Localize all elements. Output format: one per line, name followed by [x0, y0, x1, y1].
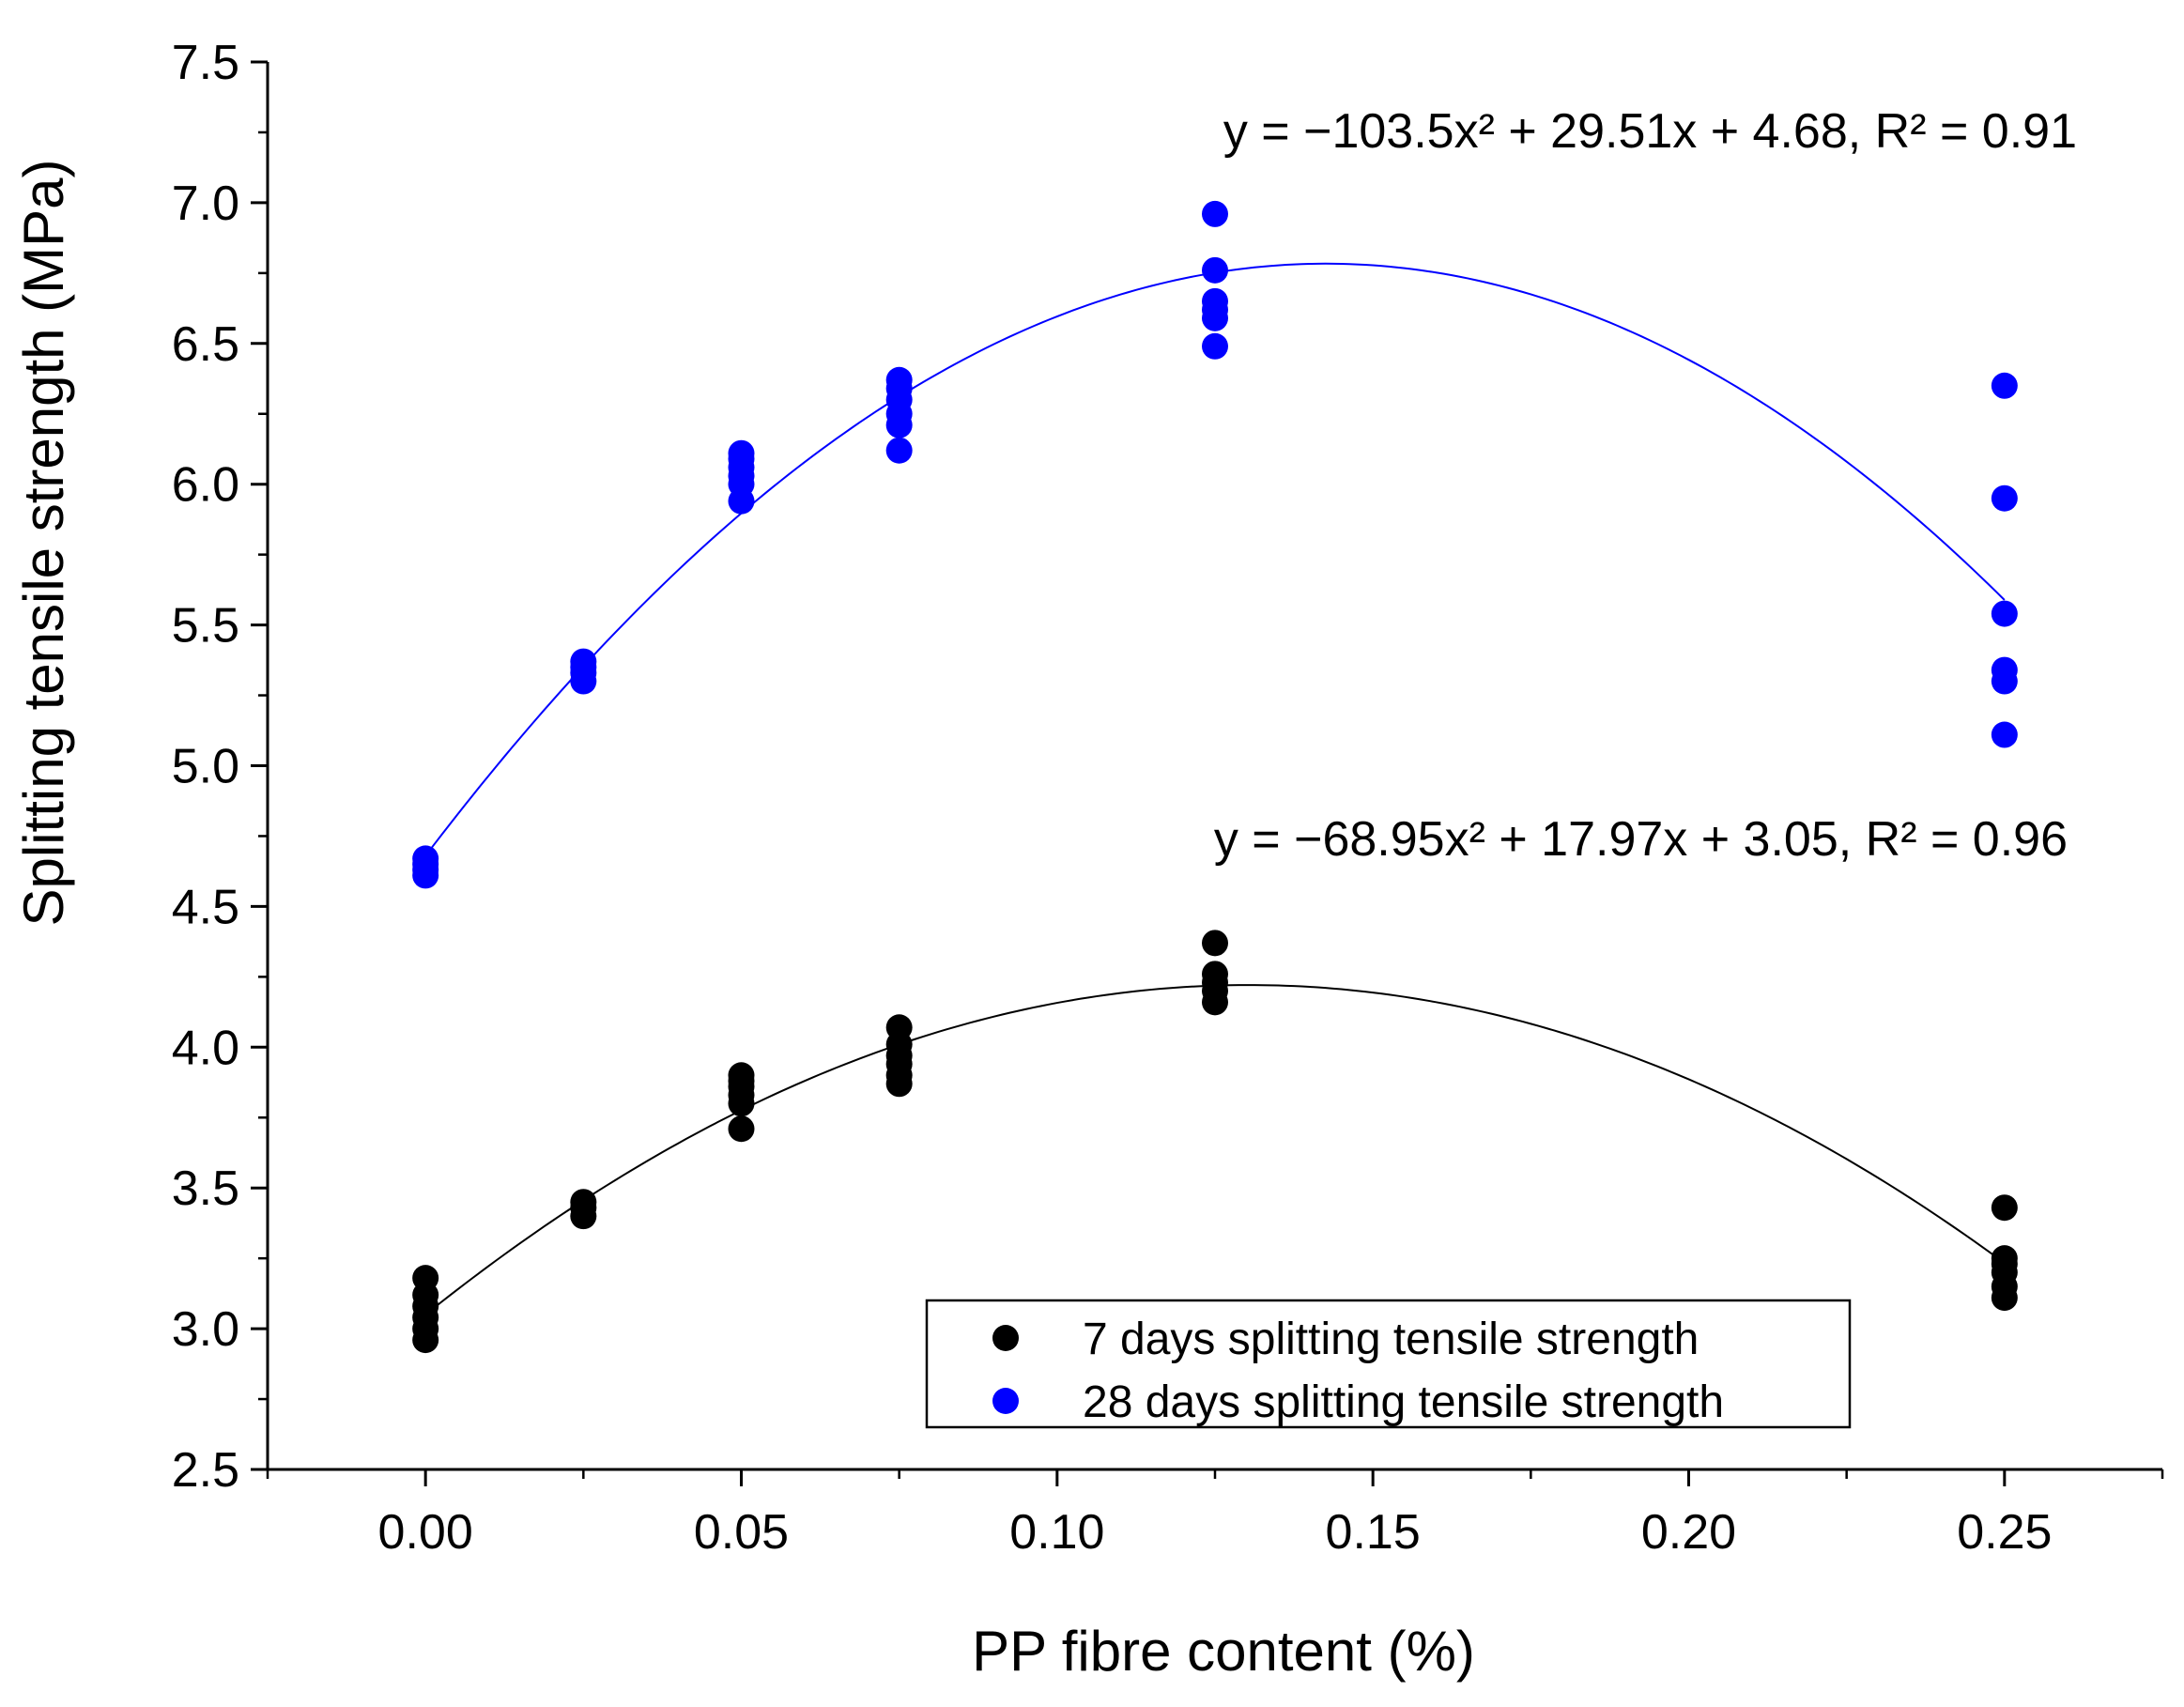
data-point-28-days	[570, 648, 597, 675]
fit-equation-28-days: y = −103.5x² + 29.51x + 4.68, R² = 0.91	[1223, 104, 2077, 159]
y-tick-label: 7.5	[172, 36, 239, 90]
legend-marker-7-days	[992, 1325, 1019, 1351]
legend-marker-28-days	[992, 1388, 1019, 1414]
legend: 7 days splitting tensile strength 28 day…	[925, 1299, 1852, 1429]
x-tick-label: 0.20	[1641, 1505, 1736, 1560]
data-point-28-days	[1991, 484, 2018, 512]
y-tick-label: 7.0	[172, 177, 239, 231]
data-point-7-days	[885, 1014, 913, 1041]
x-tick-label: 0.25	[1957, 1505, 2052, 1560]
data-point-28-days	[1202, 332, 1228, 360]
y-tick-label: 3.5	[172, 1161, 239, 1216]
data-point-7-days	[1202, 961, 1228, 988]
data-point-28-days	[1202, 287, 1228, 315]
data-point-7-days	[1991, 1245, 2018, 1272]
data-point-28-days	[885, 437, 913, 464]
legend-label-28-days: 28 days splitting tensile strength	[1083, 1377, 1724, 1427]
x-axis-title: PP fibre content (%)	[972, 1620, 1475, 1683]
x-tick-label: 0.15	[1326, 1505, 1421, 1560]
data-point-28-days	[1202, 256, 1228, 284]
data-point-7-days	[728, 1115, 755, 1143]
fit-equation-7-days: y = −68.95x² + 17.97x + 3.05, R² = 0.96	[1214, 812, 2068, 867]
data-point-7-days	[412, 1265, 439, 1292]
data-points	[412, 200, 2018, 1354]
y-tick-label: 4.5	[172, 880, 239, 934]
legend-box	[925, 1299, 1852, 1429]
data-point-28-days	[1991, 656, 2018, 684]
data-point-7-days	[728, 1062, 755, 1089]
y-tick-label: 4.0	[172, 1021, 239, 1075]
y-tick-label: 3.0	[172, 1302, 239, 1357]
ticks: 2.5 3.0 3.5 4.0 4.5 5.0 5.5 6.0 6.5 7.0 7.5 0.00 0.0…	[172, 36, 2164, 1560]
data-point-28-days	[412, 845, 439, 872]
x-tick-label: 0.10	[1009, 1505, 1104, 1560]
data-point-28-days	[1991, 372, 2018, 399]
x-tick-label: 0.00	[378, 1505, 473, 1560]
y-tick-label: 5.5	[172, 599, 239, 654]
data-point-28-days	[885, 366, 913, 393]
data-point-28-days	[1991, 600, 2018, 627]
y-tick-label: 5.0	[172, 740, 239, 794]
legend-label-7-days: 7 days splitting tensile strength	[1083, 1315, 1699, 1364]
x-tick-label: 0.05	[694, 1505, 789, 1560]
data-point-7-days	[1991, 1194, 2018, 1222]
data-point-7-days	[570, 1189, 597, 1216]
data-point-7-days	[1202, 930, 1228, 957]
data-point-28-days	[1991, 721, 2018, 748]
data-point-28-days	[1202, 200, 1228, 227]
y-tick-label: 6.5	[172, 317, 239, 372]
y-tick-label: 2.5	[172, 1443, 239, 1498]
data-point-28-days	[728, 439, 755, 467]
y-axis-title: Splitting tensile strength (MPa)	[12, 159, 75, 926]
y-tick-label: 6.0	[172, 458, 239, 513]
